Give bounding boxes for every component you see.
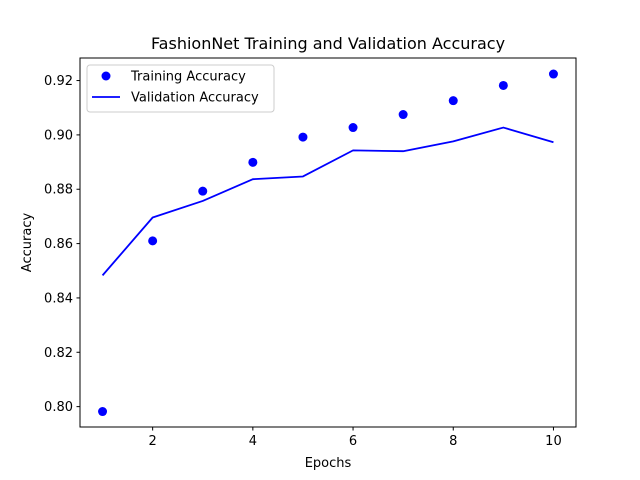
y-tick-label: 0.92 [44,74,73,89]
training-accuracy-point [298,132,308,142]
y-tick-label: 0.88 [44,183,73,198]
training-accuracy-point [198,186,208,196]
legend-box [86,64,275,113]
x-tick-label: 2 [149,434,157,449]
legend-marker-training [101,71,111,81]
y-axis-label: Accuracy [20,213,35,273]
x-axis-label: Epochs [305,456,352,471]
plot-area [98,69,558,417]
x-tick-label: 6 [349,434,357,449]
training-accuracy-point [248,157,258,167]
training-accuracy-point [498,80,508,90]
y-tick-label: 0.84 [44,291,73,306]
x-tick-label: 10 [545,434,562,449]
validation-accuracy-line [101,126,554,276]
training-accuracy-point [148,236,158,246]
training-accuracy-point [98,407,108,417]
legend-label-validation: Validation Accuracy [131,91,259,106]
plot-frame [79,57,577,428]
y-tick-label: 0.86 [44,237,73,252]
x-tick-label: 4 [249,434,257,449]
legend: Training Accuracy Validation Accuracy [86,64,275,113]
x-axis: 2 4 6 8 10 [149,427,562,449]
y-tick-label: 0.80 [44,400,73,415]
y-axis: 0.80 0.82 0.84 0.86 0.88 0.90 0.92 [44,74,80,415]
training-accuracy-point [548,69,558,79]
chart-title: FashionNet Training and Validation Accur… [151,34,505,53]
training-accuracy-point [398,110,408,120]
y-tick-label: 0.90 [44,128,73,143]
training-accuracy-point [348,123,358,133]
y-tick-label: 0.82 [44,346,73,361]
training-accuracy-point [448,96,458,106]
legend-label-training: Training Accuracy [130,70,246,85]
x-tick-label: 8 [449,434,457,449]
